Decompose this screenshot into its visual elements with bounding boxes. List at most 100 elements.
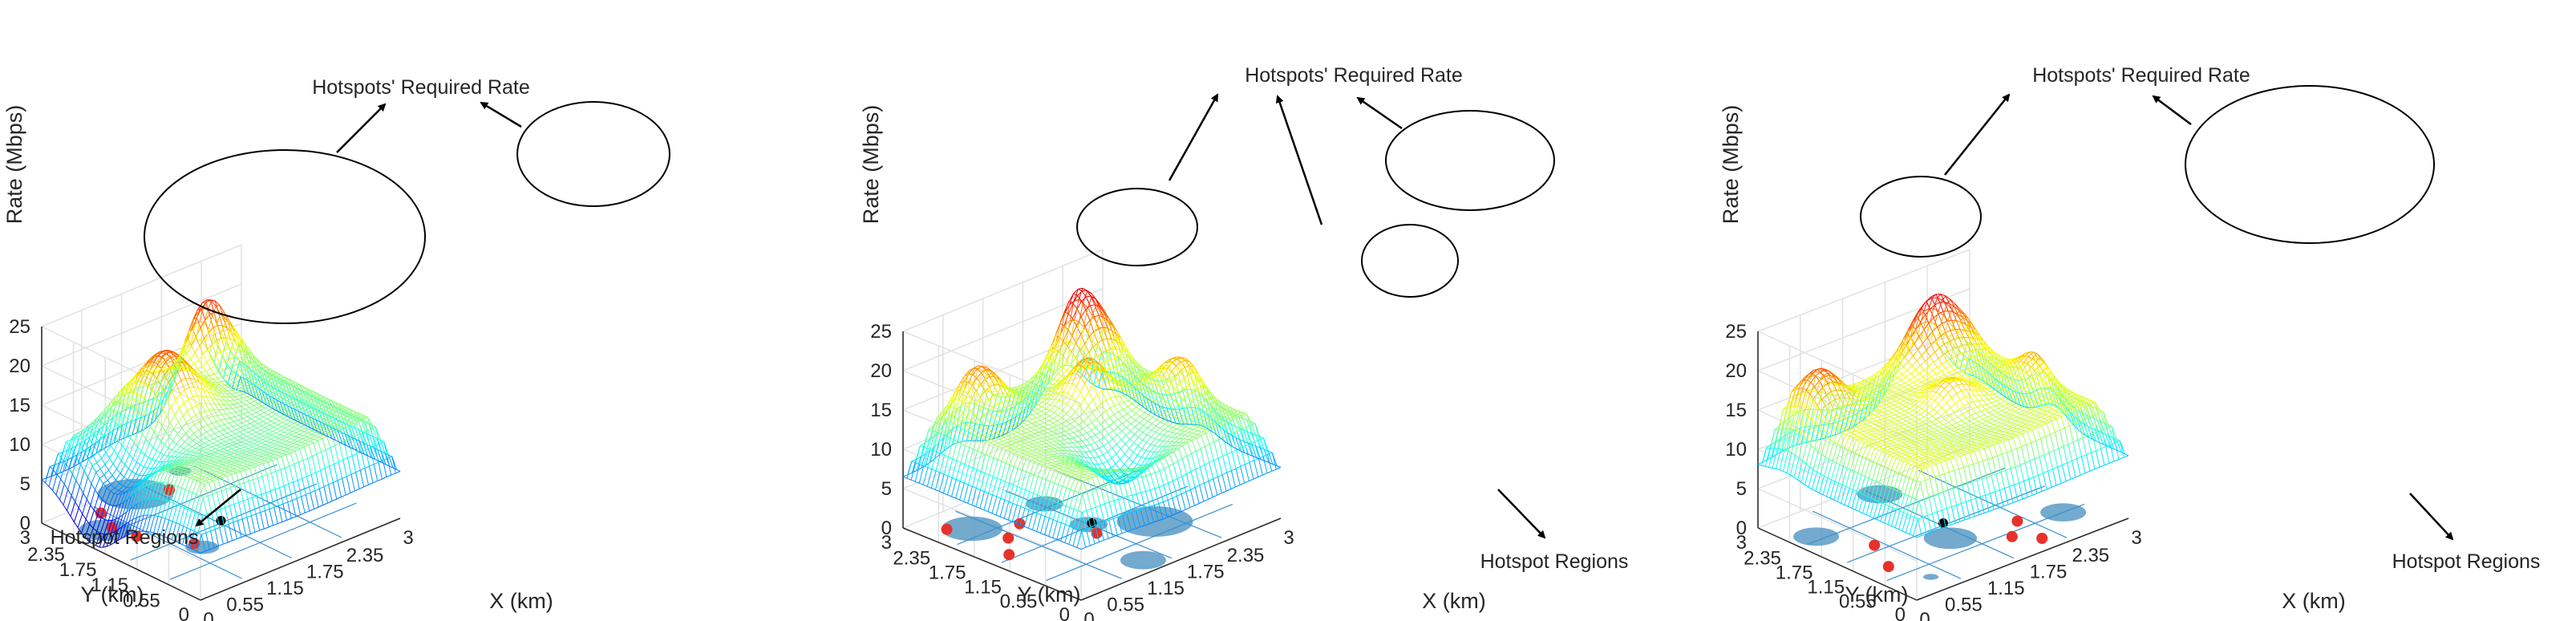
mesh-segment — [307, 397, 312, 400]
mesh-segment — [165, 358, 171, 363]
mesh-segment — [235, 433, 240, 437]
mesh-segment — [256, 363, 261, 368]
mesh-segment — [155, 413, 160, 420]
mesh-segment — [118, 485, 124, 491]
mesh-segment — [224, 424, 229, 428]
mesh-segment — [1104, 331, 1111, 353]
mesh-segment — [68, 452, 74, 469]
mesh-segment — [154, 461, 160, 469]
mesh-segment — [1034, 435, 1039, 438]
mesh-segment — [209, 373, 214, 376]
mesh-segment — [371, 424, 376, 428]
mesh-segment — [119, 473, 124, 477]
mesh-segment — [141, 420, 148, 435]
mesh-segment — [300, 443, 306, 447]
mesh-segment — [227, 365, 233, 369]
mesh-segment — [154, 413, 160, 420]
mesh-segment — [992, 459, 998, 477]
mesh-segment — [253, 405, 258, 408]
mesh-segment — [310, 474, 316, 491]
mesh-segment — [189, 476, 195, 479]
grid-line — [902, 288, 1104, 371]
mesh-segment — [196, 481, 201, 483]
mesh-segment — [208, 444, 213, 448]
mesh-segment — [294, 400, 299, 403]
mesh-segment — [249, 361, 255, 363]
mesh-segment — [246, 515, 252, 518]
mesh-segment — [231, 430, 236, 435]
mesh-segment — [83, 459, 90, 472]
mesh-segment — [154, 515, 159, 517]
mesh-segment — [259, 431, 265, 435]
mesh-segment — [154, 401, 160, 415]
mesh-segment — [313, 442, 318, 455]
mesh-segment — [240, 458, 245, 461]
mesh-segment — [300, 445, 305, 448]
mesh-segment — [983, 493, 990, 510]
mesh-segment — [1019, 383, 1024, 387]
mesh-segment — [124, 477, 128, 481]
mesh-segment — [223, 542, 229, 545]
mesh-segment — [229, 469, 233, 473]
mesh-segment — [131, 481, 136, 483]
mesh-segment — [187, 473, 191, 476]
mesh-segment — [964, 370, 970, 376]
mesh-segment — [172, 504, 178, 522]
mesh-segment — [284, 411, 290, 415]
mesh-segment — [259, 447, 265, 450]
mesh-segment — [251, 449, 256, 453]
mesh-segment — [67, 495, 72, 511]
grid-line — [902, 249, 1104, 332]
mesh-segment — [162, 399, 168, 410]
mesh-segment — [254, 400, 259, 404]
mesh-segment — [340, 427, 346, 431]
mesh-segment — [286, 454, 290, 467]
mesh-segment — [160, 467, 165, 470]
mesh-segment — [171, 522, 177, 540]
mesh-segment — [296, 393, 302, 397]
mesh-segment — [301, 442, 306, 444]
mesh-segment — [1034, 398, 1040, 407]
mesh-segment — [88, 456, 94, 460]
mesh-segment — [254, 419, 260, 422]
mesh-segment — [90, 505, 95, 511]
mesh-segment — [254, 530, 260, 533]
mesh-segment — [257, 439, 263, 442]
mesh-segment — [161, 461, 167, 467]
mesh-segment — [200, 481, 205, 483]
mesh-segment — [229, 468, 234, 471]
mesh-segment — [1031, 392, 1036, 395]
mesh-segment — [270, 473, 276, 490]
mesh-segment — [355, 469, 361, 473]
mesh-segment — [63, 459, 69, 472]
mesh-segment — [56, 473, 62, 480]
mesh-segment — [187, 492, 193, 510]
mesh-segment — [257, 423, 262, 427]
mesh-segment — [294, 384, 300, 387]
mesh-segment — [294, 386, 298, 389]
mesh-segment — [275, 469, 281, 472]
mesh-segment — [279, 378, 284, 381]
mesh-segment — [268, 392, 273, 396]
mesh-segment — [320, 468, 326, 471]
mesh-segment — [195, 448, 200, 451]
mesh-segment — [221, 465, 227, 468]
mesh-segment — [190, 473, 196, 476]
mesh-segment — [278, 503, 284, 506]
mesh-segment — [248, 432, 253, 435]
mesh-segment — [183, 472, 188, 474]
mesh-segment — [1056, 428, 1062, 431]
mesh-segment — [165, 461, 171, 466]
mesh-segment — [94, 429, 99, 434]
mesh-segment — [224, 422, 229, 425]
mesh-segment — [302, 404, 306, 407]
mesh-segment — [359, 440, 364, 444]
mesh-segment — [229, 384, 233, 388]
mesh-segment — [333, 409, 338, 412]
mesh-segment — [303, 392, 308, 395]
mesh-segment — [148, 443, 154, 448]
mesh-segment — [1048, 417, 1054, 421]
mesh-segment — [239, 484, 244, 501]
mesh-segment — [180, 393, 184, 404]
mesh-segment — [41, 477, 47, 481]
